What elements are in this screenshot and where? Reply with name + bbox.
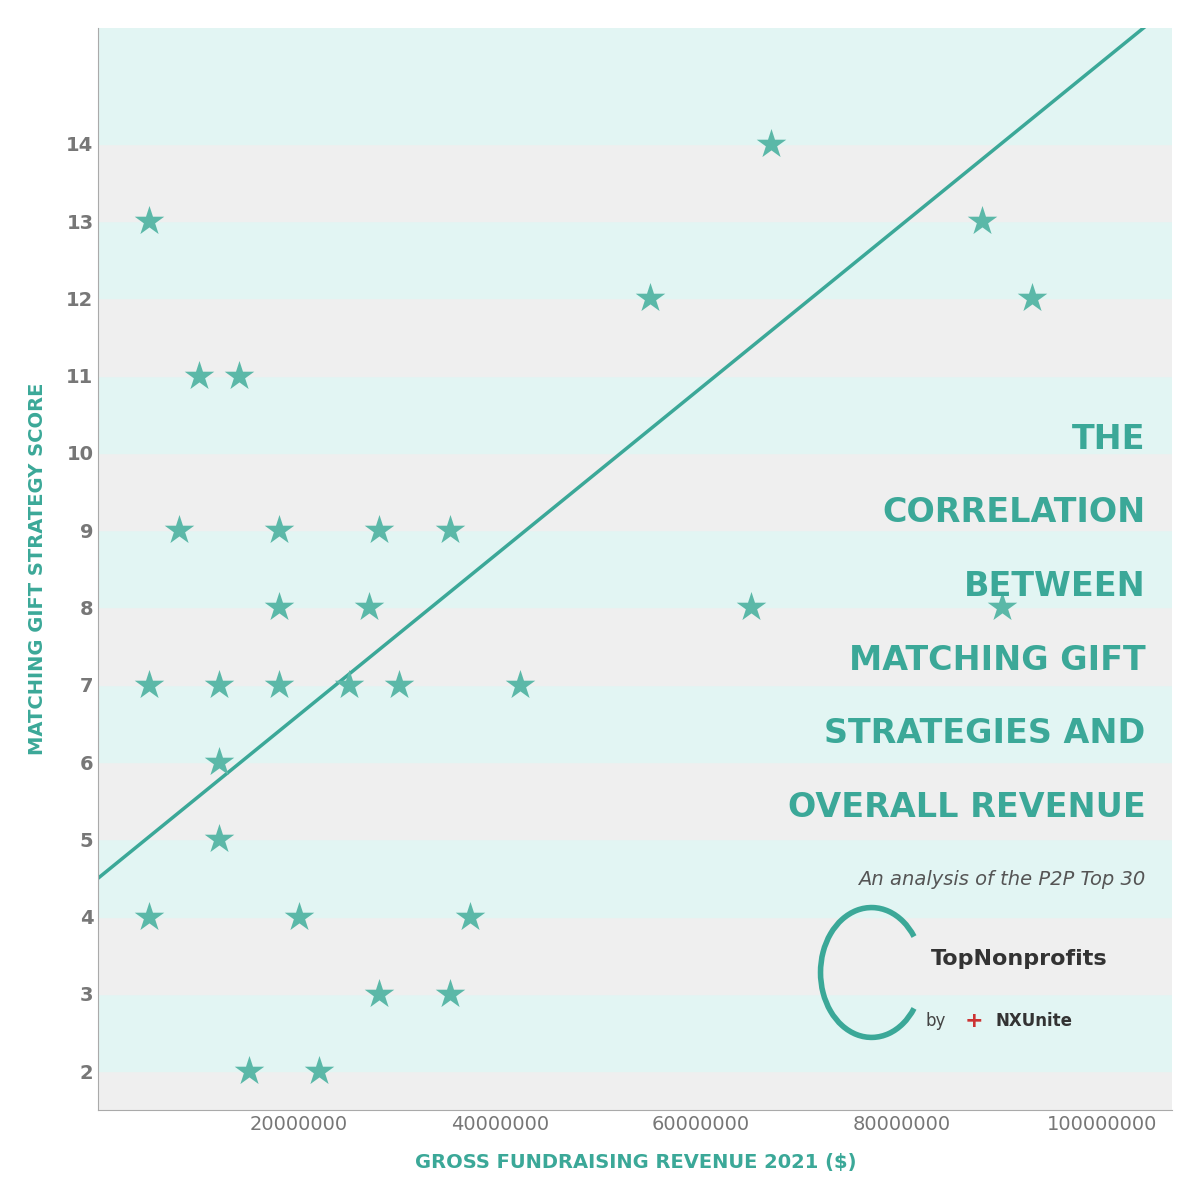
Point [440, 984, 460, 1003]
Text: OVERALL REVENUE: OVERALL REVENUE [787, 791, 1145, 823]
Text: THE: THE [1072, 422, 1145, 456]
Bar [98, 299, 1172, 376]
X-axis label: GROSS FUNDRAISING REVENUE 2021 ($): GROSS FUNDRAISING REVENUE 2021 ($) [414, 1153, 856, 1172]
Point [742, 598, 761, 617]
Point [440, 521, 460, 540]
Point [340, 676, 359, 695]
Text: An analysis of the P2P Top 30: An analysis of the P2P Top 30 [858, 870, 1145, 889]
Point [390, 676, 409, 695]
Bar [98, 376, 1172, 452]
Bar [98, 994, 1172, 1072]
Y-axis label: MATCHING GIFT STRATEGY SCORE: MATCHING GIFT STRATEGY SCORE [28, 383, 47, 755]
Point [169, 521, 188, 540]
Point [1022, 289, 1042, 308]
Point [992, 598, 1012, 617]
Point [269, 676, 288, 695]
Text: CORRELATION: CORRELATION [882, 497, 1145, 529]
Text: NXUnite: NXUnite [995, 1012, 1072, 1030]
Bar [98, 762, 1172, 839]
Bar [98, 452, 1172, 530]
Point [190, 366, 209, 385]
Point [510, 676, 529, 695]
Point [139, 211, 158, 230]
Point [972, 211, 991, 230]
Text: STRATEGIES AND: STRATEGIES AND [824, 718, 1145, 750]
Point [370, 984, 389, 1003]
Bar [98, 917, 1172, 994]
Bar [98, 28, 1172, 144]
Bar [98, 1072, 1172, 1110]
Text: +: + [965, 1012, 983, 1031]
Bar [98, 839, 1172, 917]
Point [370, 521, 389, 540]
Point [239, 1062, 258, 1081]
Point [360, 598, 379, 617]
Bar [98, 685, 1172, 762]
Text: by: by [925, 1012, 946, 1030]
Point [139, 676, 158, 695]
Point [139, 907, 158, 926]
Point [209, 829, 228, 848]
Point [209, 676, 228, 695]
Point [269, 598, 288, 617]
Bar [98, 530, 1172, 607]
Bar [98, 221, 1172, 299]
Text: TopNonprofits: TopNonprofits [930, 949, 1108, 970]
Point [460, 907, 479, 926]
Point [229, 366, 248, 385]
Point [209, 752, 228, 772]
Point [310, 1062, 329, 1081]
Point [761, 134, 780, 154]
Point [269, 521, 288, 540]
Point [289, 907, 308, 926]
Text: BETWEEN: BETWEEN [964, 570, 1145, 602]
Text: MATCHING GIFT: MATCHING GIFT [848, 643, 1145, 677]
Bar [98, 144, 1172, 221]
Bar [98, 607, 1172, 685]
Point [641, 289, 660, 308]
